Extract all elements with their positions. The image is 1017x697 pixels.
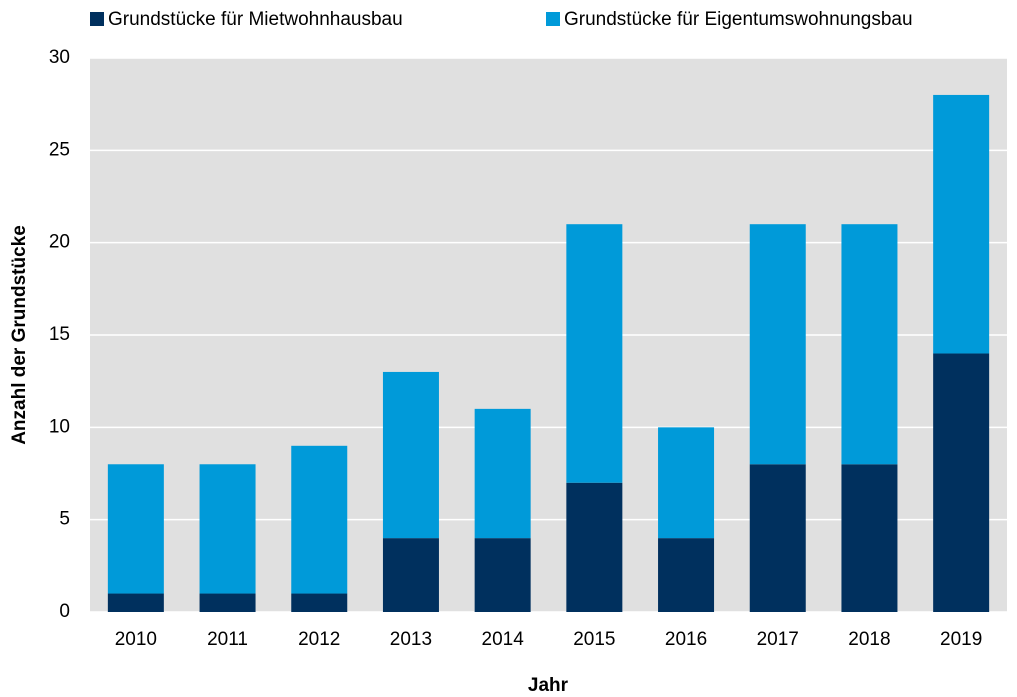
legend-swatch (90, 12, 104, 26)
legend-label: Grundstücke für Eigentumswohnungsbau (564, 9, 913, 30)
x-tick-label: 2010 (115, 629, 157, 650)
x-tick-label: 2013 (390, 629, 432, 650)
bar-segment (566, 482, 623, 612)
bar-segment (749, 464, 806, 612)
y-axis-title: Anzahl der Grundstücke (9, 225, 30, 445)
bar-segment (107, 464, 164, 594)
bars (107, 94, 990, 612)
x-tick-label: 2011 (207, 629, 248, 650)
y-tick-label: 25 (49, 139, 70, 160)
legend-swatch (546, 12, 560, 26)
x-tick-label: 2012 (298, 629, 340, 650)
y-tick-label: 30 (49, 47, 70, 68)
bar-segment (474, 408, 531, 539)
y-tick-label: 10 (49, 416, 70, 437)
bar-segment (107, 593, 164, 612)
bar-segment (841, 464, 898, 612)
x-tick-label: 2017 (757, 629, 799, 650)
y-tick-label: 0 (59, 601, 70, 622)
x-tick-label: 2016 (665, 629, 707, 650)
bar-segment (658, 538, 715, 612)
bar-segment (382, 371, 439, 539)
y-tick-label: 5 (59, 509, 70, 530)
bar-segment (841, 224, 898, 465)
x-tick-label: 2014 (482, 629, 525, 650)
x-axis-title: Jahr (528, 675, 569, 696)
bar-segment (291, 593, 348, 612)
bar-segment (199, 464, 256, 594)
y-tick-label: 20 (49, 232, 70, 253)
bar-segment (933, 94, 990, 354)
bar-segment (291, 445, 348, 594)
bar-segment (474, 538, 531, 612)
x-tick-label: 2019 (940, 629, 982, 650)
bar-segment (658, 427, 715, 539)
bar-segment (933, 353, 990, 612)
x-tick-label: 2015 (573, 629, 615, 650)
bar-segment (749, 224, 806, 465)
bar-segment (382, 538, 439, 612)
bar-segment (199, 593, 256, 612)
y-tick-label: 15 (49, 324, 70, 345)
x-tick-label: 2018 (848, 629, 890, 650)
bar-segment (566, 224, 623, 483)
legend-label: Grundstücke für Mietwohnhausbau (108, 9, 403, 30)
